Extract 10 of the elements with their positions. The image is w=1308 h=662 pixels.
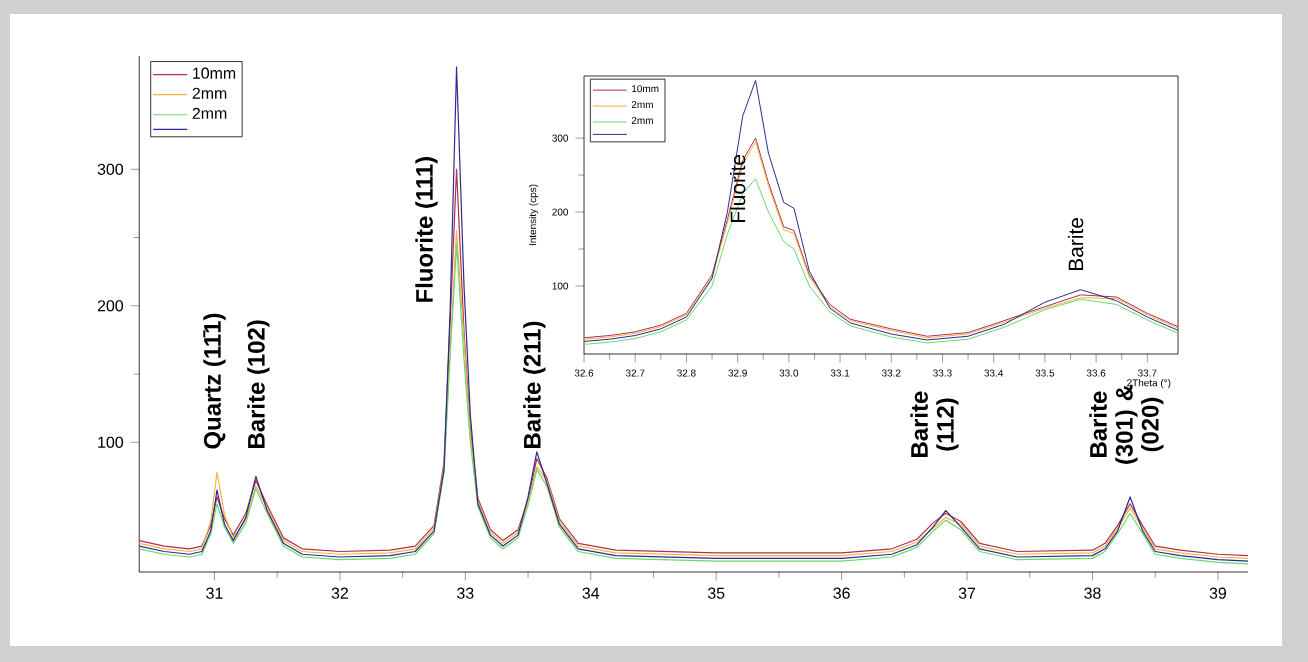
line-series [139,66,1249,562]
annotation: Barite (211) [523,321,546,448]
annotation: Fluorite (111) [415,157,438,302]
annotation: Fluorite [729,154,746,222]
line-series [584,79,1179,342]
annotation: Quartz (11̄1) [203,313,226,449]
annotation: Barite (301) & (020) [1089,384,1164,464]
annotation: Barite [1067,218,1084,271]
annotation: Barite (102) [247,320,270,448]
annotation: Barite (112) [910,391,959,457]
